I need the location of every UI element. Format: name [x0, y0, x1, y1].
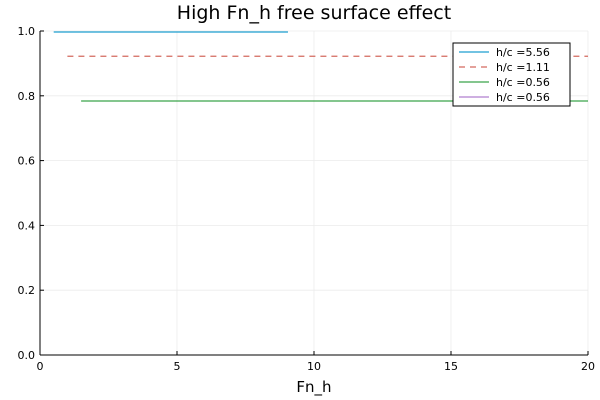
- axes: [39, 30, 589, 356]
- tick-labels: 0 5 10 15 20 0.0 0.2 0.4 0.6 0.8 1.0: [18, 25, 596, 373]
- x-tick-label: 5: [174, 360, 181, 373]
- x-tick-label: 0: [37, 360, 44, 373]
- legend-label-1: h/c =5.56: [496, 46, 550, 59]
- y-tick-label: 0.6: [18, 155, 36, 168]
- x-axis-label: Fn_h: [296, 378, 331, 397]
- x-tick-label: 20: [581, 360, 595, 373]
- y-tick-label: 0.0: [18, 349, 36, 362]
- legend: h/c =5.56 h/c =1.11 h/c =0.56 h/c =0.56: [452, 42, 571, 107]
- chart-title: High Fn_h free surface effect: [177, 2, 451, 24]
- legend-label-3: h/c =0.56: [496, 76, 550, 89]
- legend-box: [452, 42, 571, 107]
- x-tick-label: 10: [307, 360, 321, 373]
- x-tick-label: 15: [444, 360, 458, 373]
- legend-label-4: h/c =0.56: [496, 91, 550, 104]
- legend-label-2: h/c =1.11: [496, 61, 550, 74]
- y-tick-label: 0.4: [18, 219, 36, 232]
- y-tick-label: 0.2: [18, 284, 36, 297]
- y-tick-label: 1.0: [18, 25, 36, 38]
- y-tick-label: 0.8: [18, 90, 36, 103]
